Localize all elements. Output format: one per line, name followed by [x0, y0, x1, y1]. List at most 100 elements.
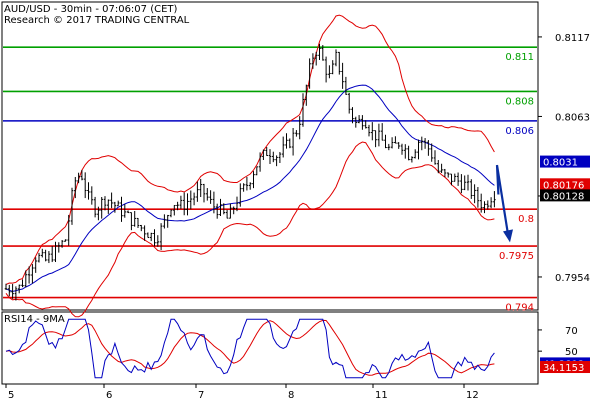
candle — [130, 212, 133, 231]
x-tick-label: 8 — [288, 390, 294, 400]
bollinger-bands-layer — [5, 14, 495, 318]
candle — [143, 225, 146, 241]
rsi-tick-label: 70 — [565, 326, 578, 337]
candle — [156, 235, 160, 247]
rsi-ma-line — [5, 319, 495, 376]
level-label-2: 0.806 — [505, 126, 534, 137]
x-tick-label: 11 — [375, 390, 388, 400]
chart-subtitle: Research © 2017 TRADING CENTRAL — [4, 15, 190, 26]
candle — [275, 155, 278, 167]
x-tick-label: 7 — [198, 390, 204, 400]
candle — [21, 279, 24, 288]
candle — [239, 183, 242, 207]
candle — [305, 84, 308, 106]
candle — [169, 209, 173, 218]
candle — [245, 176, 249, 191]
candle — [417, 139, 420, 160]
price-badge-2 — [540, 189, 590, 202]
candle — [70, 187, 74, 225]
rsi-badge-1 — [540, 361, 590, 374]
candle — [179, 195, 183, 209]
candle — [272, 151, 275, 163]
bollinger-lower-line — [5, 141, 495, 318]
candle — [427, 140, 430, 156]
forecast-arrow-head — [503, 229, 513, 243]
candle — [324, 56, 328, 83]
candle — [44, 249, 47, 262]
candle — [450, 173, 453, 186]
candle — [364, 120, 367, 129]
candle — [14, 286, 18, 301]
candle — [446, 172, 450, 178]
candle — [466, 174, 470, 191]
level-label-4: 0.7975 — [499, 251, 534, 262]
candle — [433, 150, 437, 165]
candle — [397, 142, 400, 149]
candle — [252, 171, 255, 189]
candle — [163, 214, 166, 229]
candle — [486, 200, 490, 210]
candle — [242, 183, 245, 192]
candle — [110, 192, 113, 209]
candle — [4, 283, 8, 290]
candle — [176, 201, 179, 211]
x-tick-label: 12 — [466, 390, 479, 400]
candle — [140, 224, 143, 232]
candle — [285, 133, 288, 149]
price-badge-label-2: 0.80128 — [543, 191, 584, 202]
candle — [8, 284, 11, 297]
price-badge-0 — [540, 155, 590, 168]
chart-title: AUD/USD - 30min - 07:06:07 (CET) — [4, 4, 178, 15]
candle — [113, 201, 117, 213]
candle — [186, 193, 189, 216]
price-tick-label: 0.8063 — [555, 112, 590, 123]
candle — [311, 53, 315, 69]
candle — [420, 136, 424, 151]
candle — [123, 204, 127, 218]
candle — [11, 284, 14, 299]
level-label-0: 0.811 — [505, 52, 534, 63]
candle — [41, 248, 44, 258]
level-label-5: 0.794 — [505, 303, 534, 314]
candle — [473, 184, 476, 204]
candle — [97, 206, 100, 221]
candle — [90, 186, 94, 205]
candle — [407, 145, 410, 161]
candle — [400, 143, 404, 155]
candle — [120, 196, 123, 222]
candle — [24, 270, 28, 288]
candles-layer — [4, 43, 496, 301]
rsi-panel-frame — [1, 311, 539, 385]
candle — [107, 199, 110, 214]
candle — [67, 214, 70, 246]
rsi-line — [5, 318, 495, 379]
forecast-arrow-layer — [495, 164, 513, 243]
candle — [374, 130, 377, 148]
forecast-arrow-line — [495, 164, 510, 235]
candle — [149, 232, 153, 242]
rsi-badge-label-1: 34.1153 — [543, 363, 584, 374]
candle — [255, 166, 259, 176]
candle — [159, 223, 163, 251]
candle — [394, 136, 397, 144]
candle — [443, 168, 447, 177]
candle — [262, 149, 265, 161]
candle — [410, 156, 414, 163]
support-resistance-layer: 0.811 0.808 0.806 0.8 0.7975 0.794 — [3, 46, 537, 314]
candle — [440, 163, 443, 173]
candle — [281, 136, 285, 158]
candle — [146, 232, 150, 239]
candle — [80, 170, 84, 181]
candle — [354, 116, 358, 128]
candle — [314, 51, 318, 66]
candle — [413, 149, 417, 159]
candle — [215, 203, 219, 219]
candle — [489, 197, 493, 209]
price-tick-label: 0.7954 — [555, 273, 590, 284]
candle — [248, 182, 252, 190]
candle — [93, 196, 97, 218]
level-label-3: 0.8 — [518, 214, 534, 225]
